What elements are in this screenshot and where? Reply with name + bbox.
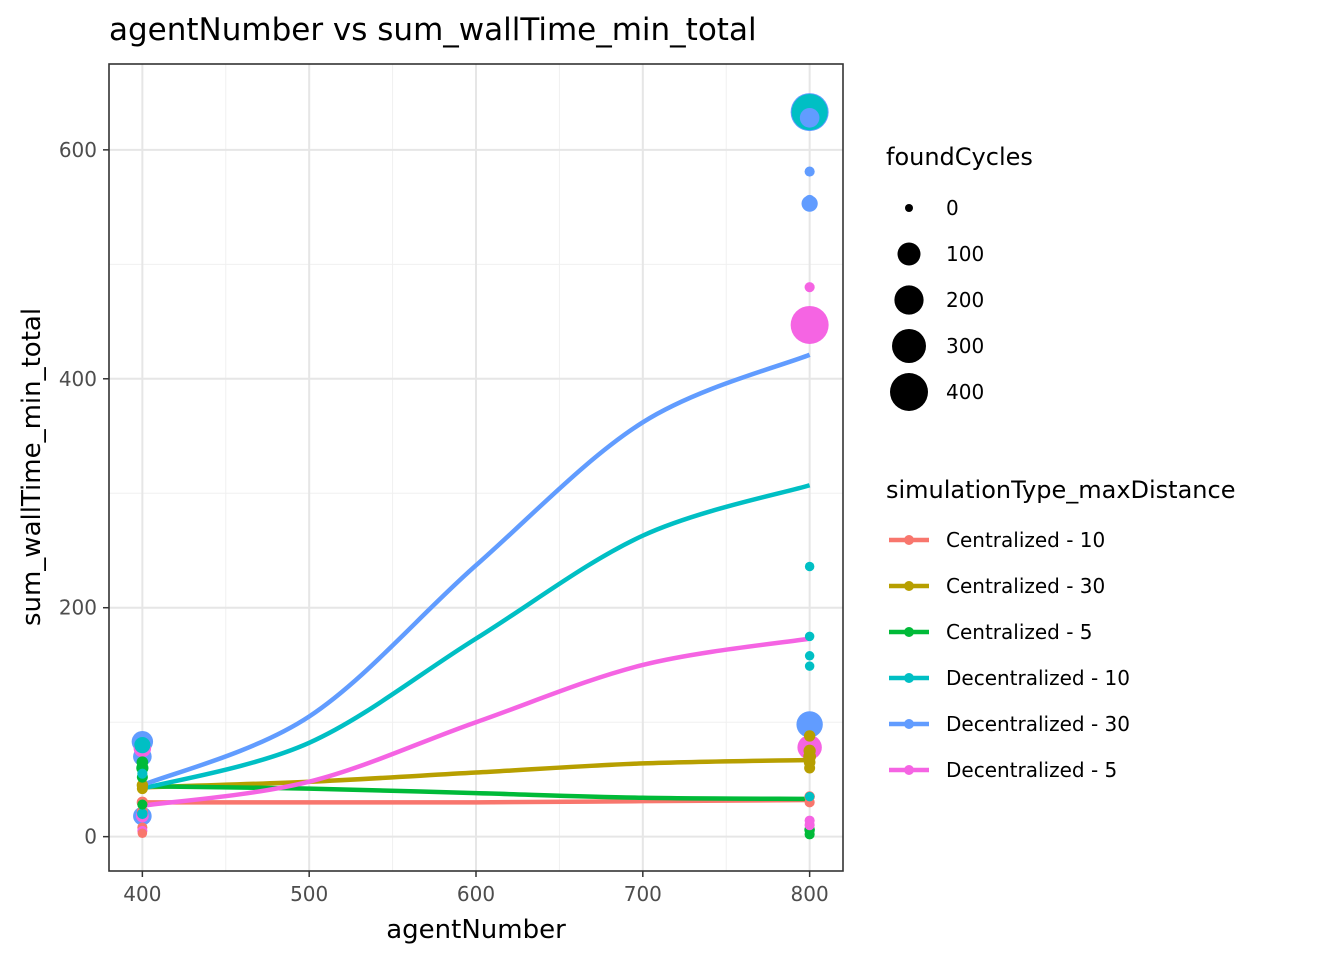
curve-decentralized-5 bbox=[142, 636, 810, 808]
data-point bbox=[796, 711, 823, 738]
curve-centralized-5 bbox=[142, 784, 810, 802]
color-legend-label: Centralized - 30 bbox=[946, 574, 1105, 598]
color-legend-title: simulationType_maxDistance bbox=[886, 476, 1235, 504]
data-point bbox=[803, 744, 816, 757]
data-point bbox=[804, 829, 815, 840]
data-point bbox=[803, 730, 816, 742]
curve-decentralized-30 bbox=[141, 352, 811, 788]
color-legend-dot bbox=[904, 673, 914, 683]
x-tick-label: 400 bbox=[123, 882, 161, 906]
x-tick-label: 700 bbox=[624, 882, 662, 906]
size-legend-label: 300 bbox=[946, 334, 984, 358]
data-point bbox=[137, 808, 148, 820]
data-point bbox=[804, 820, 815, 831]
curve-centralized-30 bbox=[142, 757, 810, 790]
x-axis-label: agentNumber bbox=[386, 915, 566, 945]
size-legend-key bbox=[905, 204, 913, 212]
size-legend-label: 0 bbox=[946, 196, 959, 220]
x-tick-label: 800 bbox=[791, 882, 829, 906]
color-legend-items: Centralized - 10 Centralized - 30 Centrali… bbox=[889, 528, 1130, 782]
color-legend-label: Decentralized - 30 bbox=[946, 712, 1130, 736]
color-legend: simulationType_maxDistance Centralized -… bbox=[886, 476, 1235, 782]
color-legend-dot bbox=[904, 627, 914, 637]
data-point bbox=[804, 561, 815, 572]
size-legend-key bbox=[897, 242, 921, 266]
size-legend-key bbox=[894, 285, 924, 315]
data-point bbox=[134, 736, 151, 754]
data-point bbox=[137, 828, 148, 838]
smooth-curves bbox=[141, 352, 811, 808]
data-point bbox=[136, 756, 149, 769]
data-point bbox=[804, 661, 815, 671]
color-legend-dot bbox=[904, 581, 914, 591]
size-legend-label: 100 bbox=[946, 242, 984, 266]
data-point bbox=[804, 631, 815, 642]
color-legend-dot bbox=[904, 765, 914, 775]
color-legend-dot bbox=[904, 535, 914, 545]
y-tick-label: 200 bbox=[59, 596, 97, 620]
data-point bbox=[804, 166, 815, 177]
data-point bbox=[804, 762, 816, 774]
y-tick-label: 600 bbox=[59, 138, 97, 162]
y-axis: 0 200 400 600 bbox=[59, 138, 109, 849]
color-legend-label: Centralized - 10 bbox=[946, 528, 1105, 552]
size-legend-label: 400 bbox=[946, 380, 984, 404]
size-legend-title: foundCycles bbox=[886, 143, 1033, 171]
data-point bbox=[137, 768, 148, 779]
color-legend-label: Decentralized - 10 bbox=[946, 666, 1130, 690]
chart-title: agentNumber vs sum_wallTime_min_total bbox=[109, 12, 757, 48]
x-axis: 400 500 600 700 800 bbox=[123, 871, 829, 906]
x-tick-label: 500 bbox=[290, 882, 328, 906]
curve-decentralized-10 bbox=[141, 483, 811, 791]
data-point bbox=[136, 783, 148, 795]
data-point bbox=[799, 107, 820, 128]
data-point bbox=[804, 194, 815, 206]
y-tick-label: 0 bbox=[84, 825, 97, 849]
color-legend-label: Decentralized - 5 bbox=[946, 758, 1117, 782]
y-axis-label: sum_wallTime_min_total bbox=[17, 308, 47, 626]
color-legend-dot bbox=[904, 719, 914, 729]
size-legend-key bbox=[892, 329, 926, 363]
data-point bbox=[137, 799, 148, 810]
data-point bbox=[790, 305, 829, 344]
size-legend-label: 200 bbox=[946, 288, 984, 312]
size-legend: foundCycles 0 100 200 300 400 bbox=[886, 143, 1033, 411]
data-point bbox=[804, 791, 815, 802]
y-tick-label: 400 bbox=[59, 367, 97, 391]
color-legend-label: Centralized - 5 bbox=[946, 620, 1093, 644]
data-point bbox=[804, 651, 815, 661]
data-points bbox=[131, 93, 829, 840]
plot-area bbox=[108, 63, 844, 872]
curve-centralized-10 bbox=[142, 797, 810, 805]
size-legend-items: 0 100 200 300 400 bbox=[890, 196, 984, 411]
data-point bbox=[804, 282, 815, 293]
size-legend-key bbox=[890, 373, 928, 411]
grid-lines bbox=[109, 64, 843, 871]
x-tick-label: 600 bbox=[457, 882, 495, 906]
